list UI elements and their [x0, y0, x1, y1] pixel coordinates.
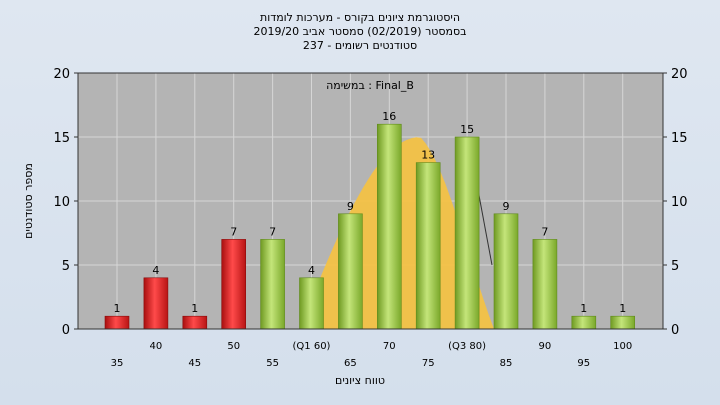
y-tick-label-right: 15: [671, 131, 688, 146]
bar-35: [104, 315, 130, 330]
bars: [104, 123, 636, 330]
x-tick-label: 70: [383, 341, 396, 352]
bar-65: [338, 213, 363, 330]
bar-90: [532, 239, 558, 330]
bar-100: [610, 315, 636, 330]
x-tick-label: (Q1 60): [293, 341, 331, 352]
value-labels: 1 4 1 7 7 4 9 16 13 15 9 7 1 1: [114, 110, 627, 315]
y-tick-label-right: 10: [671, 195, 688, 210]
bar-value-label: 1: [114, 302, 121, 315]
x-axis-title: טווח ציונים: [335, 374, 385, 387]
bar-value-label: 1: [191, 302, 198, 315]
bar-value-label: 9: [503, 200, 510, 213]
bar-Q3-80: [454, 136, 480, 330]
chart-title-line-3: 237 - סטודנטים רשומים: [303, 39, 417, 52]
x-tick-label: 45: [188, 358, 201, 369]
bar-50: [221, 239, 246, 330]
y-tick-label-left: 15: [53, 131, 70, 146]
y-tick-label-right: 0: [671, 323, 679, 338]
y-axis-title: מספר סטודנטים: [22, 163, 35, 239]
x-tick-label: 40: [150, 341, 163, 352]
y-axis-right-ticks: 0 5 10 15 20: [663, 67, 688, 338]
bar-55: [260, 239, 285, 330]
chart-annotation: במשימה : Final_B: [326, 79, 414, 92]
overlay-edge-line: [477, 189, 493, 266]
y-tick-label-left: 20: [53, 67, 70, 82]
bar-95: [571, 315, 597, 330]
x-tick-label: (Q3 80): [448, 341, 486, 352]
x-tick-label: 100: [613, 341, 632, 352]
bar-value-label: 7: [230, 225, 237, 238]
bar-value-label: 4: [308, 264, 315, 277]
bar-value-label: 9: [347, 200, 354, 213]
chart-title-line-1: היסטוגרמת ציונים בקורס - מערכות לומדות: [260, 11, 460, 24]
bar-70: [376, 123, 402, 330]
chart-title-line-2: בסמסטר (02/2019) סמסטר אביב 2019/20: [253, 25, 466, 38]
y-tick-label-left: 0: [62, 323, 70, 338]
bar-value-label: 1: [580, 302, 587, 315]
bar-45: [182, 315, 208, 330]
x-tick-label: 50: [227, 341, 240, 352]
x-tick-label: 75: [422, 358, 435, 369]
bar-value-label: 4: [152, 264, 159, 277]
x-tick-label: 55: [266, 358, 279, 369]
x-tick-label: 90: [539, 341, 552, 352]
bar-85: [493, 213, 519, 330]
y-tick-label-right: 5: [671, 259, 679, 274]
bar-value-label: 1: [619, 302, 626, 315]
y-tick-label-left: 10: [53, 195, 70, 210]
x-tick-label: 95: [577, 358, 590, 369]
bar-Q1-60: [299, 277, 324, 330]
bar-value-label: 7: [541, 225, 548, 238]
y-tick-label-left: 5: [62, 259, 70, 274]
y-tick-label-right: 20: [671, 67, 688, 82]
y-axis-left-ticks: 0 5 10 15 20: [53, 67, 78, 338]
x-tick-label: 85: [500, 358, 513, 369]
bar-value-label: 7: [269, 225, 276, 238]
x-axis-ticks: 35 40 45 50 55 (Q1 60) 65 70 75 (Q3 80) 85 90 95 100: [111, 341, 633, 369]
bar-40: [143, 277, 169, 330]
bar-value-label: 15: [460, 123, 474, 136]
bar-value-label: 16: [382, 110, 396, 123]
chart-title: היסטוגרמת ציונים בקורס - מערכות לומדות ב…: [253, 11, 466, 52]
x-tick-label: 35: [111, 358, 124, 369]
bar-75: [415, 162, 441, 330]
bar-value-label: 13: [421, 149, 435, 162]
x-tick-label: 65: [344, 358, 357, 369]
